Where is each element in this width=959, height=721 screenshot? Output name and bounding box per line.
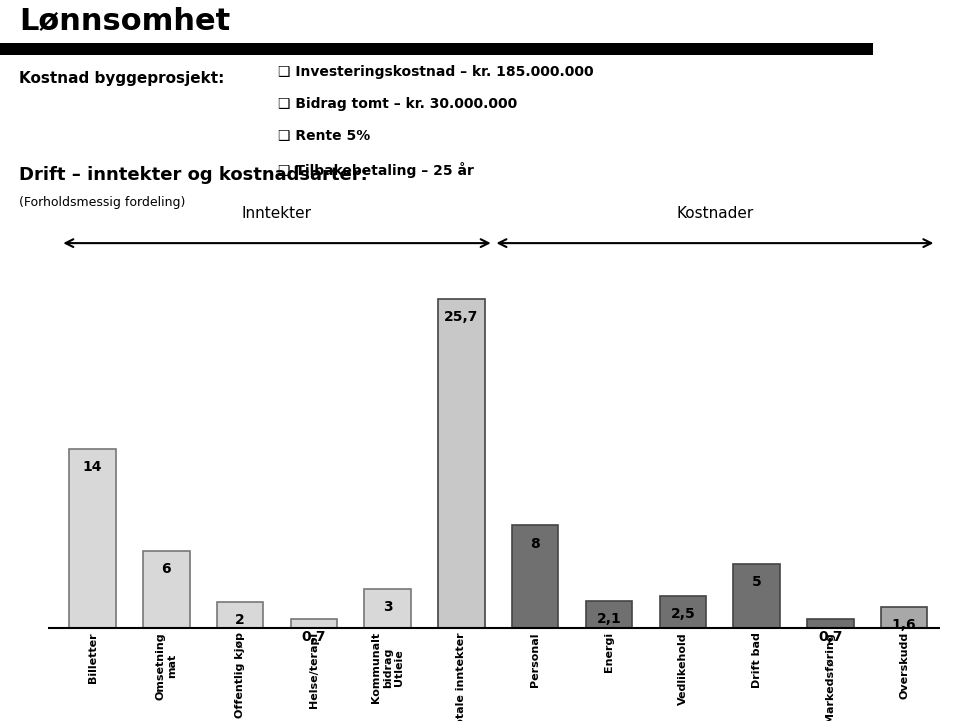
FancyBboxPatch shape (0, 43, 873, 55)
Text: 2: 2 (235, 613, 245, 627)
Text: 5: 5 (752, 575, 761, 589)
FancyBboxPatch shape (586, 601, 632, 627)
FancyBboxPatch shape (512, 526, 558, 627)
Text: 2,5: 2,5 (670, 607, 695, 621)
FancyBboxPatch shape (660, 596, 706, 627)
Text: 8: 8 (530, 536, 540, 551)
Text: 0,7: 0,7 (302, 630, 326, 644)
Text: 25,7: 25,7 (444, 311, 479, 324)
Text: ❑ Investeringskostnad – kr. 185.000.000: ❑ Investeringskostnad – kr. 185.000.000 (278, 65, 594, 79)
Text: Drift – inntekter og kostnadsarter:: Drift – inntekter og kostnadsarter: (19, 166, 368, 184)
FancyBboxPatch shape (438, 299, 484, 627)
Text: Lønnsomhet: Lønnsomhet (19, 6, 230, 35)
Text: Offentlig kjøp: Offentlig kjøp (235, 632, 246, 718)
FancyBboxPatch shape (807, 619, 854, 627)
FancyBboxPatch shape (734, 564, 780, 627)
FancyBboxPatch shape (217, 602, 264, 627)
Text: 1,6: 1,6 (892, 619, 917, 632)
FancyBboxPatch shape (143, 551, 190, 627)
Text: 14: 14 (82, 460, 103, 474)
Text: 2,1: 2,1 (596, 612, 621, 626)
FancyBboxPatch shape (291, 619, 337, 627)
Text: Personal: Personal (530, 632, 540, 686)
Text: 6: 6 (161, 562, 171, 576)
Text: ❑ Tilbakebetaling – 25 år: ❑ Tilbakebetaling – 25 år (278, 162, 474, 177)
Text: Totale inntekter: Totale inntekter (456, 632, 466, 721)
Text: Vedlikehold: Vedlikehold (678, 632, 688, 704)
Text: ❑ Rente 5%: ❑ Rente 5% (278, 129, 370, 143)
Text: Energi: Energi (604, 632, 614, 672)
Text: Markedsføring: Markedsføring (826, 632, 835, 721)
Text: 0,7: 0,7 (818, 630, 843, 644)
Text: 3: 3 (383, 601, 392, 614)
Text: Helse/terapi: Helse/terapi (309, 632, 319, 708)
Text: Overskudd: Overskudd (900, 632, 909, 699)
Text: ❑ Bidrag tomt – kr. 30.000.000: ❑ Bidrag tomt – kr. 30.000.000 (278, 97, 517, 111)
Text: Inntekter: Inntekter (242, 205, 312, 221)
Text: (Forholdsmessig fordeling): (Forholdsmessig fordeling) (19, 196, 185, 209)
Text: Kommunalt
bidrag
Utleie: Kommunalt bidrag Utleie (371, 632, 405, 703)
Text: Omsetning
mat: Omsetning mat (155, 632, 177, 699)
FancyBboxPatch shape (69, 448, 116, 627)
Text: Kostnad byggeprosjekt:: Kostnad byggeprosjekt: (19, 71, 224, 86)
FancyBboxPatch shape (364, 589, 410, 627)
Text: Billetter: Billetter (87, 632, 98, 683)
FancyBboxPatch shape (881, 607, 927, 627)
Text: Drift bad: Drift bad (752, 632, 761, 688)
Text: Kostnader: Kostnader (676, 205, 754, 221)
